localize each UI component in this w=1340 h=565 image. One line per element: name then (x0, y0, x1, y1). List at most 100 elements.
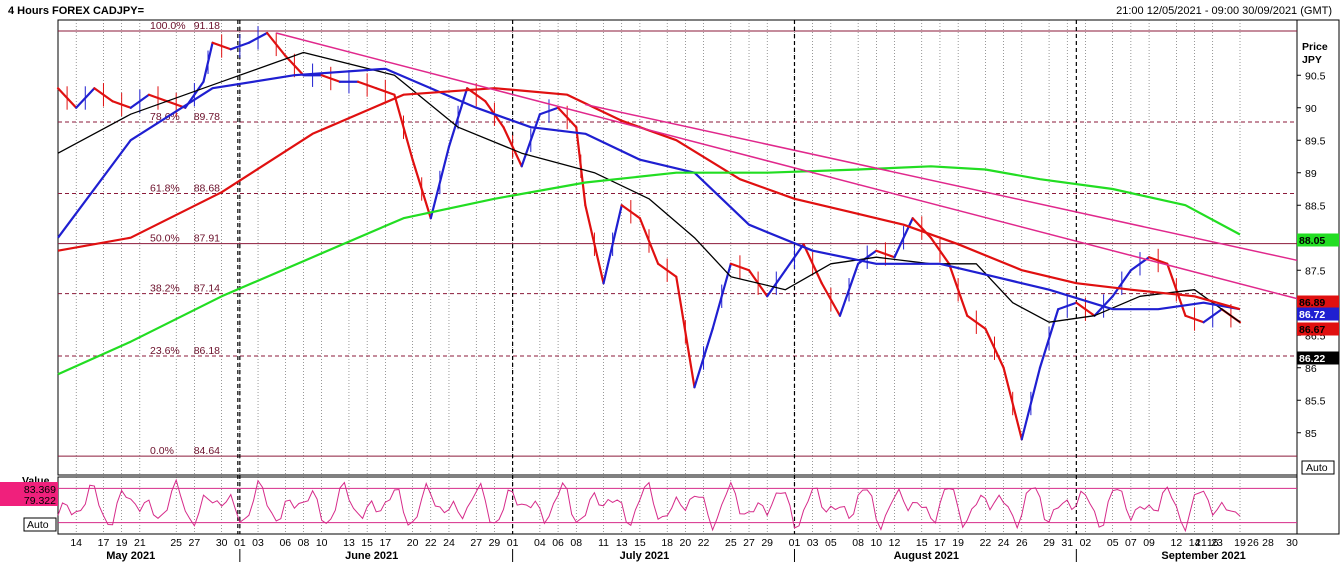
date-tick-label: 21 (1195, 537, 1207, 549)
price-tag-value: 86.22 (1299, 353, 1325, 365)
moving-averages (57, 51, 1241, 376)
date-tick-label: 15 (361, 537, 373, 549)
oscillator-line (57, 478, 1241, 533)
date-tick-label: 10 (316, 537, 328, 549)
price-tick-label: 85 (1305, 428, 1317, 440)
moving-average-line (57, 67, 1241, 311)
date-range: 21:00 12/05/2021 - 09:00 30/09/2021 (GMT… (1116, 5, 1332, 17)
fib-percent: 61.8% (150, 183, 180, 195)
month-label: May 2021 (106, 550, 155, 562)
date-tick-label: 19 (1234, 537, 1246, 549)
price-tick-label: 90.5 (1305, 70, 1326, 82)
date-tick-label: 15 (634, 537, 646, 549)
fib-value: 86.18 (194, 345, 220, 357)
price-tag-value: 86.72 (1299, 309, 1325, 321)
fib-value: 91.18 (194, 20, 220, 32)
date-tick-label: 20 (680, 537, 692, 549)
date-tick-label: 03 (807, 537, 819, 549)
date-tick-label: 07 (1125, 537, 1137, 549)
fib-value: 84.64 (194, 445, 220, 457)
oscillator-panel-frame (57, 476, 1298, 535)
date-tick-label: 01 (507, 537, 519, 549)
month-label: August 2021 (894, 550, 959, 562)
date-tick-label: 18 (661, 537, 673, 549)
date-tick-label: 24 (443, 537, 455, 549)
date-tick-label: 06 (552, 537, 564, 549)
date-tick-label: 08 (852, 537, 864, 549)
date-tick-label: 31 (1061, 537, 1073, 549)
date-tick-label: 16 (1207, 537, 1219, 549)
oscillator-value-2: 79.322 (24, 495, 56, 507)
date-tick-label: 25 (725, 537, 737, 549)
date-tick-label: 15 (916, 537, 928, 549)
date-tick-label: 12 (889, 537, 901, 549)
date-tick-label: 27 (743, 537, 755, 549)
price-tag-badge (1297, 233, 1339, 247)
date-tick-label: 24 (998, 537, 1010, 549)
fib-percent: 100.0% (150, 20, 186, 32)
date-tick-label: 11 (598, 537, 609, 549)
date-tick-label: 29 (1043, 537, 1055, 549)
price-tick-label: 87.5 (1305, 265, 1326, 277)
date-tick-label: 19 (952, 537, 964, 549)
date-tick-label: 29 (761, 537, 773, 549)
trendlines (276, 32, 1298, 300)
oscillator-value-badge (0, 482, 58, 506)
price-auto-button[interactable] (1301, 460, 1335, 475)
date-tick-label: 26 (1016, 537, 1028, 549)
price-tick-label: 88.5 (1305, 200, 1326, 212)
date-tick-label: 06 (279, 537, 291, 549)
date-axis: 14 17 19 21 25 27 30 01 03 06 08 10 13 15 17 20 22 24 27 29… (70, 537, 1298, 562)
date-tick-label: 20 (407, 537, 419, 549)
price-tag-value: 86.89 (1299, 297, 1325, 309)
fib-percent: 50.0% (150, 233, 180, 245)
date-tick-label: 17 (379, 537, 391, 549)
date-tick-label: 08 (570, 537, 582, 549)
date-tick-label: 13 (616, 537, 628, 549)
date-tick-label: 10 (870, 537, 882, 549)
date-tick-label: 27 (189, 537, 201, 549)
date-tick-label: 08 (298, 537, 310, 549)
date-tick-label: 28 (1262, 537, 1274, 549)
price-axis-title-2: JPY (1302, 54, 1322, 66)
date-tick-label: 30 (1286, 537, 1298, 549)
oscillator-auto-button[interactable] (23, 517, 57, 532)
oscillator (57, 478, 1297, 533)
month-label: September 2021 (1161, 550, 1245, 562)
date-tick-label: 17 (934, 537, 946, 549)
price-tag-value: 86.67 (1299, 324, 1325, 336)
price-auto-label: Auto (1306, 462, 1328, 474)
month-label: June 2021 (345, 550, 398, 562)
date-tick-label: 12 (1171, 537, 1183, 549)
price-tick-label: 90 (1305, 103, 1317, 115)
date-tick-label: 05 (1107, 537, 1119, 549)
date-tick-label: 03 (252, 537, 264, 549)
date-tick-label: 22 (698, 537, 710, 549)
oscillator-value-1: 83.369 (24, 484, 56, 496)
date-tick-label: 05 (825, 537, 837, 549)
oscillator-auto-label: Auto (27, 519, 49, 531)
price-tag-badge (1297, 295, 1339, 309)
date-tick-label: 19 (116, 537, 128, 549)
month-label: July 2021 (620, 550, 670, 562)
date-tick-label: 17 (98, 537, 110, 549)
date-tick-label: 13 (343, 537, 355, 549)
price-tick-label: 85.5 (1305, 395, 1326, 407)
fib-percent: 0.0% (150, 445, 174, 457)
price-tag-badge (1297, 307, 1339, 321)
price-tick-label: 86 (1305, 363, 1317, 375)
date-tick-label: 30 (216, 537, 228, 549)
price-tag-badge (1297, 322, 1339, 336)
date-tick-label: 14 (70, 537, 82, 549)
date-tick-label: 14 (1189, 537, 1201, 549)
date-tick-label: 01 (789, 537, 801, 549)
price-tick-label: 89.5 (1305, 135, 1326, 147)
price-tag-value: 88.05 (1299, 235, 1325, 247)
month-separators (237, 20, 1077, 534)
date-tick-label: 22 (425, 537, 437, 549)
price-axis-title-1: Price (1302, 41, 1328, 53)
fib-value: 87.14 (194, 283, 220, 295)
